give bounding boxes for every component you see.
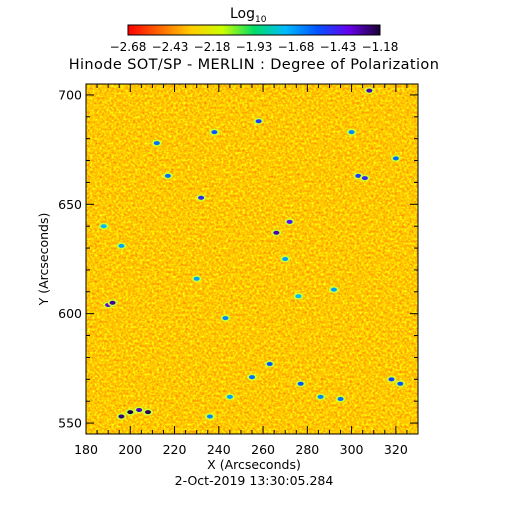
heatmap-feature [144, 410, 151, 415]
heatmap-feature [286, 219, 293, 224]
heatmap-feature [295, 294, 302, 299]
y-axis: 550 600 650 700 [58, 87, 418, 431]
x-tick-label: 320 [384, 442, 408, 457]
x-tick-label: 240 [207, 442, 231, 457]
colorbar-tick-label: −2.18 [194, 40, 231, 54]
colorbar: Log10 −2.68 −2.43 −2.18 −1.93 −1.68 −1.43 −1.1… [110, 6, 399, 54]
heatmap-feature [226, 394, 233, 399]
heatmap-feature [392, 156, 399, 161]
heatmap-feature [127, 410, 134, 415]
heatmap-feature [366, 88, 373, 93]
colorbar-gradient [127, 24, 381, 36]
heatmap-feature [348, 130, 355, 135]
heatmap-speckle [86, 84, 418, 434]
x-axis-label: X (Arcseconds) [207, 457, 301, 472]
colorbar-title-subscript: 10 [255, 15, 267, 25]
heatmap-feature [249, 375, 255, 380]
heatmap-feature [198, 195, 205, 200]
heatmap-feature [222, 316, 229, 321]
colorbar-title-main: Log [230, 6, 255, 22]
heatmap-feature [388, 377, 395, 382]
heatmap-feature [100, 224, 107, 229]
x-axis: 180 200 220 240 260 280 300 320 [74, 84, 419, 457]
heatmap-feature [282, 257, 289, 261]
plot-area: 180 200 220 240 260 280 300 320 550 600 650 700 [58, 83, 419, 457]
colorbar-tick-label: −2.43 [152, 40, 189, 54]
colorbar-tick-labels: −2.68 −2.43 −2.18 −1.93 −1.68 −1.43 −1.18 [110, 40, 399, 54]
x-tick-label: 180 [74, 442, 98, 457]
heatmap-feature [297, 381, 304, 386]
x-tick-label: 220 [163, 442, 187, 457]
colorbar-tick-label: −1.93 [236, 40, 273, 54]
chart-title: Hinode SOT/SP - MERLIN : Degree of Polar… [69, 57, 440, 73]
colorbar-title: Log10 [230, 6, 267, 25]
heatmap-feature [273, 230, 280, 235]
heatmap-feature [164, 173, 171, 178]
colorbar-tick-label: −1.18 [362, 40, 399, 54]
colorbar-tick-label: −1.43 [320, 40, 357, 54]
y-tick-label: 650 [58, 197, 82, 212]
heatmap-feature [255, 119, 262, 124]
colorbar-tick-label: −2.68 [110, 40, 147, 54]
heatmap-feature [206, 414, 213, 419]
x-tick-label: 260 [251, 442, 275, 457]
y-axis-label: Y (Arcseconds) [36, 213, 51, 307]
x-tick-label: 300 [340, 442, 364, 457]
x-tick-label: 280 [295, 442, 319, 457]
heatmap-feature [361, 176, 368, 181]
heatmap-feature [266, 362, 273, 366]
timestamp: 2-Oct-2019 13:30:05.284 [175, 473, 334, 488]
heatmap-feature [330, 287, 337, 292]
heatmap-feature [193, 276, 200, 281]
heatmap-feature [118, 414, 125, 419]
y-tick-label: 700 [58, 87, 82, 102]
heatmap-feature [153, 141, 160, 146]
heatmap-feature [211, 130, 218, 135]
heatmap-features [98, 87, 406, 420]
y-tick-label: 550 [58, 416, 82, 431]
heatmap-feature [337, 397, 344, 401]
heatmap-feature [118, 243, 125, 248]
colorbar-tick-label: −1.68 [278, 40, 315, 54]
heatmap-feature [109, 300, 116, 305]
x-tick-label: 200 [118, 442, 142, 457]
heatmap-feature [355, 173, 362, 178]
y-tick-label: 600 [58, 306, 82, 321]
heatmap-feature [317, 394, 324, 399]
heatmap-feature [136, 407, 143, 412]
heatmap-feature [397, 381, 404, 386]
